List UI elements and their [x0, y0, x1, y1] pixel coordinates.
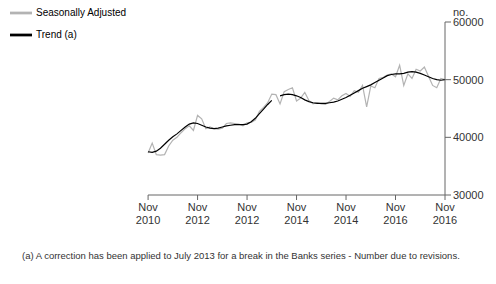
- html-text:Trend (a): Trend (a): [36, 28, 77, 40]
- svg-text:Nov2010: Nov2010: [136, 201, 160, 226]
- svg-text:30000: 30000: [453, 189, 484, 201]
- svg-text:Nov2012: Nov2012: [185, 201, 209, 226]
- html-text:(a) A correction has been appl: (a) A correction has been applied to Jul…: [22, 250, 460, 261]
- svg-text:Nov2014: Nov2014: [334, 201, 358, 226]
- svg-text:60000: 60000: [453, 16, 484, 28]
- svg-text:Nov2016: Nov2016: [383, 201, 407, 226]
- svg-text:50000: 50000: [453, 74, 484, 86]
- html-text:Seasonally Adjusted: Seasonally Adjusted: [36, 6, 127, 18]
- svg-text:Nov2014: Nov2014: [284, 201, 308, 226]
- svg-text:40000: 40000: [453, 131, 484, 143]
- svg-text:Nov2012: Nov2012: [235, 201, 259, 226]
- html-text:no.: no.: [453, 6, 469, 18]
- svg-text:Nov2016: Nov2016: [433, 201, 457, 226]
